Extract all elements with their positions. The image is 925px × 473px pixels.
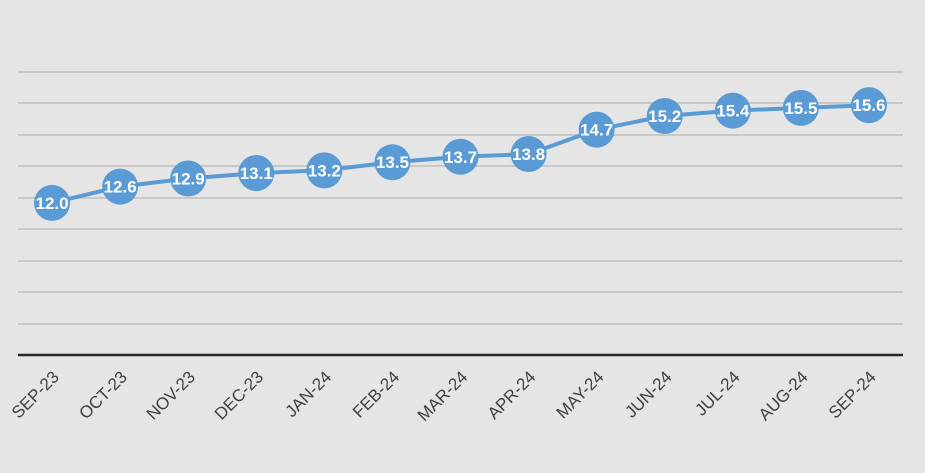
data-point — [34, 184, 71, 221]
data-label: 13.8 — [512, 145, 545, 164]
data-point — [646, 98, 683, 135]
data-point — [170, 160, 207, 197]
x-tick-label: APR-24 — [484, 367, 540, 423]
x-tick-label: JAN-24 — [282, 367, 336, 421]
x-tick-label: JUL-24 — [691, 367, 743, 419]
data-point — [374, 144, 411, 181]
data-label: 15.6 — [852, 96, 885, 115]
data-label: 13.7 — [444, 148, 477, 167]
data-label: 12.6 — [104, 178, 137, 197]
data-label: 14.7 — [580, 121, 613, 140]
x-tick-label: OCT-23 — [75, 367, 131, 423]
data-label: 13.2 — [308, 161, 341, 180]
data-points: 12.0 12.6 12.9 13.1 13.2 13.5 13.7 13.8 14.7 15.2… — [34, 87, 887, 221]
data-label: 13.1 — [240, 164, 273, 183]
data-label: 15.2 — [648, 107, 681, 126]
data-point — [578, 111, 615, 148]
x-tick-label: NOV-23 — [143, 367, 199, 423]
x-tick-label: MAY-24 — [553, 367, 608, 422]
x-tick-labels: SEP-23 OCT-23 NOV-23 DEC-23 JAN-24 FEB-24 MAR-… — [8, 367, 880, 425]
data-label: 15.4 — [716, 102, 750, 121]
data-label: 12.9 — [172, 169, 205, 188]
x-tick-label: MAR-24 — [414, 367, 472, 425]
x-tick-label: DEC-23 — [211, 367, 267, 423]
x-tick-label: SEP-24 — [825, 367, 880, 422]
gridlines — [18, 71, 903, 325]
x-tick-label: AUG-24 — [755, 367, 812, 424]
data-point — [442, 138, 479, 175]
data-point — [850, 87, 887, 124]
data-point — [714, 92, 751, 129]
data-point — [306, 152, 343, 189]
data-point — [238, 155, 275, 192]
data-point — [510, 136, 547, 173]
x-tick-label: JUN-24 — [621, 367, 675, 421]
data-label: 15.5 — [784, 99, 817, 118]
data-label: 13.5 — [376, 153, 409, 172]
x-tick-label: SEP-23 — [8, 367, 63, 422]
data-label: 12.0 — [35, 194, 68, 213]
data-point — [102, 168, 139, 205]
x-tick-label: FEB-24 — [349, 367, 403, 421]
data-point — [782, 89, 819, 126]
